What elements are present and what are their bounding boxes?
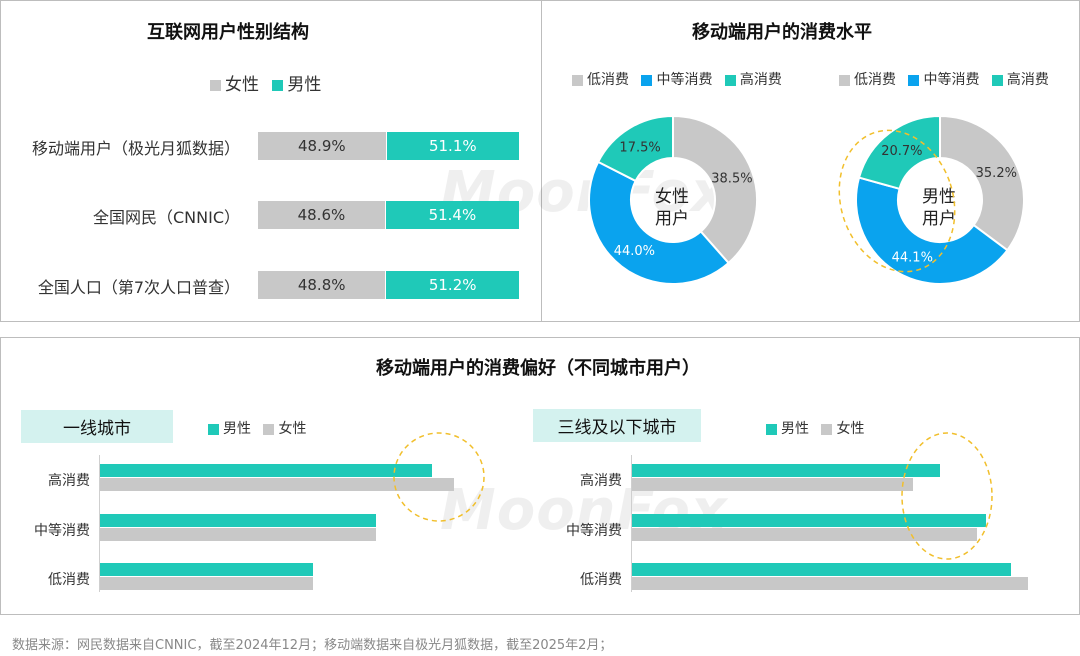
pref-category-label: 中等消费 (34, 523, 90, 539)
pref-axis-line (631, 455, 632, 592)
donut-slice-female-0 (672, 114, 758, 265)
gender-panel (0, 0, 542, 322)
legend-male: 男性 (223, 421, 251, 437)
legend-female: 女性 (225, 75, 259, 95)
legend-female: 女性 (278, 421, 307, 437)
pref-bar-female (632, 577, 1028, 590)
legend-mid: 中等消费 (656, 72, 713, 88)
female-legend-icon (821, 423, 833, 435)
donut-slice-male-0 (939, 114, 1025, 252)
male-legend-icon (272, 79, 284, 91)
donut-data-label: 35.2% (976, 166, 1017, 181)
gender-bar-female: 48.6% (258, 201, 385, 229)
mid-legend-icon (908, 74, 920, 86)
donut-slice-female-1 (588, 160, 730, 285)
legend-low: 低消费 (854, 72, 896, 88)
gender-title: 互联网用户性别结构 (147, 22, 309, 43)
pref-bar-female (100, 577, 313, 590)
gender-bar-male: 51.2% (386, 271, 519, 299)
pref-category-label: 低消费 (580, 572, 622, 588)
donut-slice-female-2 (596, 114, 674, 183)
legend-male: 男性 (287, 75, 322, 95)
pref-bar-male (632, 464, 940, 477)
donut-data-label: 20.7% (881, 144, 922, 159)
tier3-tag: 三线及以下城市 (533, 409, 701, 442)
female-legend-icon (210, 79, 221, 91)
low-legend-icon (572, 74, 583, 86)
gender-bar-male: 51.4% (385, 201, 519, 229)
consumption-legend-female: 低消费 中等消费 高消费 (572, 69, 790, 89)
tier1-tag: 一线城市 (21, 410, 173, 443)
gender-bar-male: 51.1% (386, 132, 519, 160)
data-source-note: 数据来源：网民数据来自CNNIC，截至2024年12月；移动端数据来自极光月狐数… (12, 638, 613, 653)
pref-bar-male (100, 464, 432, 477)
gender-category-label: 移动端用户（极光月狐数据） (31, 139, 240, 158)
high-legend-icon (991, 74, 1003, 86)
pref-category-label: 高消费 (48, 473, 90, 489)
donut-data-label: 44.0% (614, 244, 655, 259)
consumption-donut-charts: 38.5% 44.0% 17.5% 35.2% 44.1% 20.7% (588, 114, 1025, 285)
donut-data-label: 44.1% (892, 251, 933, 266)
pref-bar-male (100, 563, 313, 576)
pref-bar-female (632, 478, 913, 491)
low-legend-icon (839, 74, 850, 86)
donut-data-label: 38.5% (711, 172, 752, 187)
pref-bar-female (632, 528, 977, 541)
legend-mid: 中等消费 (923, 72, 980, 88)
male-legend-icon (208, 423, 219, 435)
pref-legend-tier3: 男性 女性 (766, 418, 872, 438)
consumption-legend-male: 低消费 中等消费 高消费 (839, 69, 1057, 89)
female-legend-icon (263, 423, 275, 435)
legend-male: 男性 (781, 421, 809, 437)
male-legend-icon (766, 423, 777, 435)
legend-low: 低消费 (587, 72, 629, 88)
female-donut-center-1: 女性 (655, 187, 689, 207)
high-legend-icon (724, 74, 736, 86)
legend-female: 女性 (836, 421, 865, 437)
gender-bar-female: 48.9% (258, 132, 386, 160)
pref-bar-male (632, 563, 1011, 576)
gender-category-label: 全国网民（CNNIC） (92, 208, 240, 227)
legend-high: 高消费 (1006, 72, 1049, 88)
mid-legend-icon (641, 74, 653, 86)
legend-high: 高消费 (739, 72, 782, 88)
pref-category-label: 中等消费 (566, 523, 622, 539)
pref-category-label: 高消费 (580, 473, 622, 489)
pref-legend-tier1: 男性 女性 (208, 418, 314, 438)
pref-bar-male (100, 514, 376, 527)
pref-bar-female (100, 478, 454, 491)
preference-title: 移动端用户的消费偏好（不同城市用户） (376, 358, 700, 379)
gender-category-label: 全国人口（第7次人口普查） (37, 278, 240, 297)
donut-data-label: 17.5% (619, 140, 660, 155)
pref-axis-line (99, 455, 100, 592)
gender-bar-female: 48.8% (258, 271, 386, 299)
gender-legend: 女性 男性 (210, 70, 329, 95)
pref-bar-female (100, 528, 376, 541)
pref-bar-male (632, 514, 986, 527)
consumption-title: 移动端用户的消费水平 (692, 22, 872, 43)
female-donut-center-2: 用户 (655, 209, 689, 229)
male-donut-center-2: 用户 (922, 209, 956, 229)
pref-category-label: 低消费 (48, 572, 90, 588)
